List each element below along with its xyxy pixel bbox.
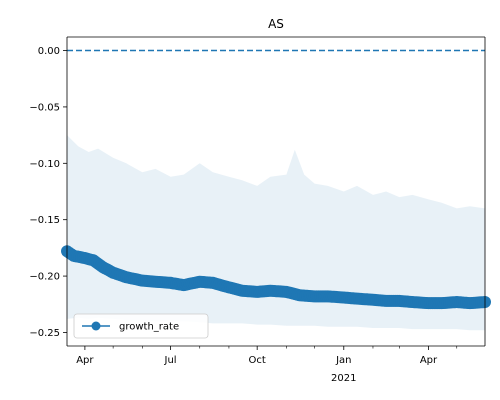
- chart-title: AS: [268, 17, 284, 31]
- x-tick-label: Oct: [249, 355, 266, 366]
- x-tick-label: Apr: [76, 355, 94, 366]
- y-tick-label: −0.10: [29, 159, 60, 170]
- y-axis-ticks: 0.00 −0.05 −0.10 −0.15 −0.20 −0.25: [29, 46, 67, 339]
- legend-box: [73, 313, 209, 339]
- legend-label: growth_rate: [119, 322, 179, 333]
- y-tick-label: −0.05: [29, 102, 60, 113]
- x-tick-label: Apr: [420, 355, 438, 366]
- x-tick-label: Jul: [164, 355, 177, 366]
- x-axis-ticks: Apr Jul Oct Jan 2021 Apr: [76, 346, 458, 384]
- x-tick-label: Jan: [335, 355, 351, 366]
- x-tick-year-label: 2021: [331, 373, 356, 384]
- series-layer: [61, 245, 491, 310]
- y-tick-label: −0.20: [29, 272, 60, 283]
- y-tick-label: −0.25: [29, 328, 60, 339]
- axes: [66, 36, 486, 347]
- y-tick-label: 0.00: [38, 46, 60, 57]
- legend-marker-swatch: [91, 321, 101, 331]
- y-tick-label: −0.15: [29, 215, 60, 226]
- legend: growth_rate: [73, 313, 209, 339]
